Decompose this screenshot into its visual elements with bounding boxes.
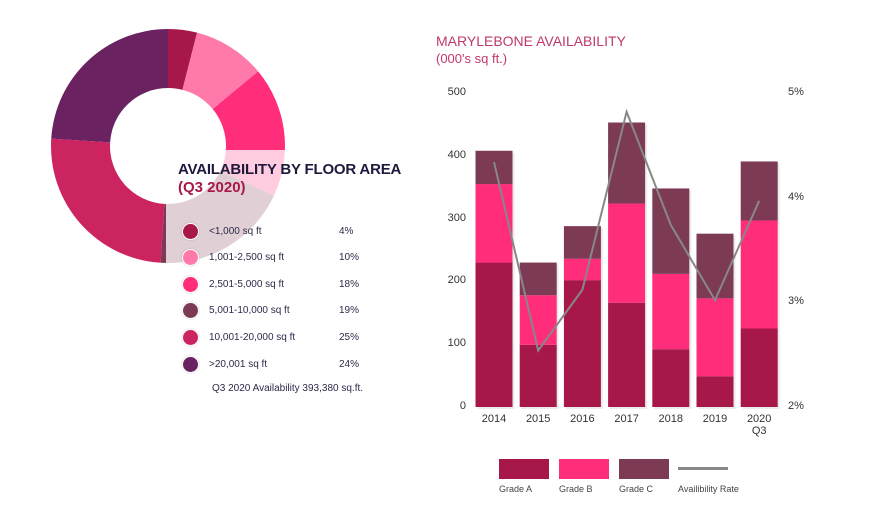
donut-legend-item: >20,001 sq ft 24% — [182, 355, 359, 373]
legend-value: 4% — [339, 225, 354, 237]
donut-legend-item: 2,501-5,000 sq ft 18% — [182, 275, 359, 293]
donut-title: AVAILABILITY BY FLOOR AREA — [178, 161, 402, 178]
availability-rate-line — [493, 108, 761, 353]
bar-segment-grade-c — [475, 150, 513, 185]
bar-segment-grade-c — [652, 188, 690, 274]
legend-value: 18% — [339, 278, 360, 290]
legend-value: 25% — [339, 331, 360, 343]
bar-segment-grade-a — [475, 262, 513, 407]
bar-segment-grade-a — [563, 280, 601, 407]
bar-segment-grade-b — [519, 295, 557, 345]
bar-segment-grade-a — [608, 302, 646, 407]
y-tick-label: 100 — [447, 337, 466, 350]
y-tick-label: 500 — [447, 86, 466, 98]
bar-segment-grade-b — [608, 203, 646, 303]
bar-segment-grade-a — [519, 344, 557, 407]
donut-legend-item: 1,001-2,500 sq ft 10% — [182, 249, 359, 267]
bar-legend-swatch — [559, 459, 609, 479]
y2-tick-label: 4% — [788, 190, 804, 203]
bar-segment-grade-c — [563, 226, 601, 259]
donut-slice — [51, 29, 168, 143]
bar-segment-grade-b — [696, 298, 734, 377]
donut-total-note: Q3 2020 Availability 393,380 sq.ft. — [212, 383, 364, 394]
legend-value: 24% — [339, 358, 360, 370]
legend-label: 10,001-20,000 sq ft — [209, 331, 296, 343]
bar-legend-label: Grade A — [499, 484, 533, 494]
donut-slice — [182, 32, 259, 110]
y-tick-label: 300 — [447, 211, 466, 224]
y2-tick-label: 5% — [788, 86, 804, 98]
legend-label: 5,001-10,000 sq ft — [209, 305, 290, 317]
legend-label: >20,001 sq ft — [209, 358, 268, 370]
legend-swatch — [182, 275, 199, 293]
bar-legend-swatch — [619, 459, 669, 479]
bar-legend-swatch — [499, 459, 549, 479]
bar-segment-grade-b — [740, 220, 778, 329]
x-tick-label: 2019 — [702, 413, 728, 425]
bar-chart-title: MARYLEBONE AVAILABILITY — [436, 33, 626, 49]
x-tick-label: 2017 — [614, 413, 639, 425]
bar-segment-grade-a — [740, 328, 778, 407]
x-tick-label: 2018 — [658, 413, 684, 425]
bar-legend-label: Availibility Rate — [678, 484, 739, 494]
legend-label: 2,501-5,000 sq ft — [209, 278, 285, 290]
bar-segment-grade-c — [696, 233, 734, 299]
legend-swatch — [182, 328, 199, 346]
bar-chart-subtitle: (000's sq ft.) — [436, 51, 508, 66]
legend-swatch — [182, 302, 199, 320]
donut-legend-item: <1,000 sq ft 4% — [182, 222, 353, 240]
bar-segment-grade-b — [652, 273, 690, 350]
legend-overlay-panel — [166, 150, 406, 400]
legend-swatch — [182, 355, 199, 373]
donut-slice — [168, 29, 198, 90]
donut-legend-item: 5,001-10,000 sq ft 19% — [182, 302, 359, 320]
bar-segment-grade-b — [563, 258, 601, 281]
bar-legend-label: Grade B — [559, 484, 593, 494]
y-tick-label: 400 — [447, 148, 466, 161]
bar-segment-grade-c — [519, 262, 557, 296]
bar-legend-label: Grade C — [619, 484, 654, 494]
x-tick-label: 2020 — [746, 413, 772, 425]
legend-value: 19% — [339, 305, 360, 317]
legend-value: 10% — [339, 252, 360, 264]
y2-tick-label: 3% — [788, 295, 804, 308]
y-tick-label: 200 — [447, 274, 466, 287]
bar-segment-grade-a — [696, 376, 734, 407]
x-tick-label: 2016 — [570, 413, 595, 425]
x-tick-label: Q3 — [751, 425, 767, 437]
donut-legend-item: 10,001-20,000 sq ft 25% — [182, 328, 359, 346]
legend-label: 1,001-2,500 sq ft — [209, 252, 285, 264]
bar-segment-grade-a — [652, 349, 690, 407]
bar-legend-line-swatch — [678, 467, 728, 470]
y2-tick-label: 2% — [788, 400, 804, 412]
x-tick-label: 2015 — [525, 413, 551, 425]
donut-slice — [50, 138, 165, 263]
x-tick-label: 2014 — [481, 413, 507, 425]
bar-segment-grade-c — [740, 161, 778, 221]
bar-segment-grade-b — [475, 184, 513, 263]
legend-swatch — [182, 222, 199, 240]
y-tick-label: 0 — [459, 400, 466, 412]
legend-label: <1,000 sq ft — [209, 225, 262, 237]
donut-subtitle: (Q3 2020) — [178, 179, 246, 196]
legend-swatch — [182, 249, 199, 267]
